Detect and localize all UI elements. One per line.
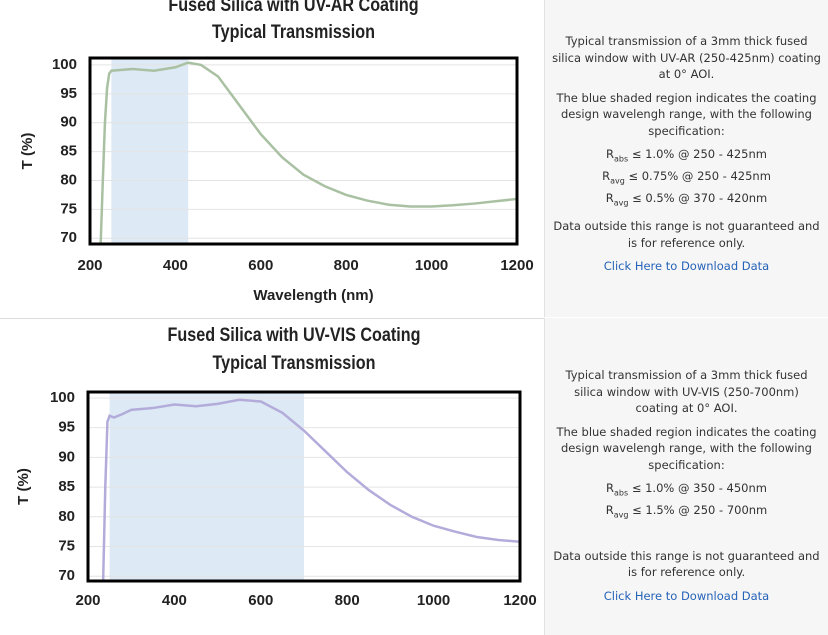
spec-subscript: abs xyxy=(614,488,629,498)
y-tick-label: 100 xyxy=(52,56,77,73)
series-line xyxy=(99,61,518,245)
y-tick-label: 70 xyxy=(58,567,75,584)
spec-line: Ravg ≤ 1.5% @ 250 - 700nm xyxy=(551,502,822,524)
spec-symbol: R xyxy=(602,168,611,183)
y-axis-label: T (%) xyxy=(19,133,36,170)
x-tick-label: 400 xyxy=(163,257,188,274)
chart-subtitle: Typical Transmission xyxy=(212,21,375,43)
y-tick-label: 85 xyxy=(60,143,77,160)
x-tick-label: 1000 xyxy=(415,257,448,274)
shaded-region xyxy=(109,392,304,581)
spec-text: ≤ 1.0% @ 350 - 450nm xyxy=(631,481,767,495)
download-link[interactable]: Click Here to Download Data xyxy=(603,259,770,274)
chart-subtitle: Typical Transmission xyxy=(213,352,376,374)
x-tick-label: 1200 xyxy=(503,592,536,609)
spec-text: ≤ 0.5% @ 370 - 420nm xyxy=(632,190,768,205)
charts: Fused Silica with UV-AR Coating Typical T… xyxy=(0,0,544,609)
x-tick-label: 800 xyxy=(335,592,360,609)
description: Typical transmission of a 3mm thick fuse… xyxy=(552,34,821,81)
description: Typical transmission of a 3mm thick fuse… xyxy=(565,368,808,415)
spec-subscript: avg xyxy=(613,197,629,207)
x-tick-label: 200 xyxy=(77,257,102,274)
y-axis-label: T (%) xyxy=(15,468,32,505)
spec-subscript: abs xyxy=(614,154,629,164)
plot-frame xyxy=(88,56,519,246)
spec-line: Rabs ≤ 1.0% @ 250 - 425nm xyxy=(551,146,822,168)
x-axis-label: Wavelength (nm) xyxy=(253,287,373,304)
shading-note: The blue shaded region indicates the coa… xyxy=(556,424,817,472)
y-tick-label: 100 xyxy=(50,389,75,406)
spec-line: Ravg ≤ 0.75% @ 250 - 425nm xyxy=(551,168,822,190)
y-tick-label: 80 xyxy=(58,508,75,525)
chart-title: Fused Silica with UV-AR Coating xyxy=(168,0,418,15)
series-line xyxy=(101,398,521,583)
y-tick-label: 75 xyxy=(60,200,77,217)
y-tick-label: 80 xyxy=(60,171,77,188)
chart-title: Fused Silica with UV-VIS Coating xyxy=(168,324,421,346)
shading-note: The blue shaded region indicates the coa… xyxy=(556,90,817,138)
link-row: Click Here to Download Data xyxy=(551,588,822,605)
spec-symbol: R xyxy=(605,190,614,205)
disclaimer: Data outside this range is not guarantee… xyxy=(553,219,820,250)
spec-line: Rabs ≤ 1.0% @ 350 - 450nm xyxy=(551,480,822,502)
shaded-region xyxy=(111,58,189,244)
info-panel: Typical transmission of a 3mm thick fuse… xyxy=(544,0,828,317)
x-tick-label: 400 xyxy=(162,592,187,609)
plot-frame xyxy=(86,390,522,583)
y-tick-label: 95 xyxy=(60,85,77,102)
y-tick-label: 85 xyxy=(58,478,75,495)
spec-line: Ravg ≤ 0.5% @ 370 - 420nm xyxy=(551,190,822,212)
x-tick-label: 1200 xyxy=(500,257,533,274)
spec-subscript: avg xyxy=(610,176,625,186)
x-tick-label: 800 xyxy=(334,257,359,274)
spec-subscript: avg xyxy=(613,510,629,520)
spec-symbol: R xyxy=(606,481,614,495)
spec-symbol: R xyxy=(605,502,614,517)
x-tick-label: 600 xyxy=(248,257,273,274)
spec-text: ≤ 1.5% @ 250 - 700nm xyxy=(632,502,768,517)
info-panel: Typical transmission of a 3mm thick fuse… xyxy=(544,318,828,635)
link-row: Click Here to Download Data xyxy=(551,258,822,275)
y-tick-label: 70 xyxy=(60,229,77,246)
disclaimer: Data outside this range is not guarantee… xyxy=(553,548,820,580)
y-tick-label: 75 xyxy=(58,537,75,554)
y-tick-label: 90 xyxy=(58,448,75,465)
spec-text: ≤ 0.75% @ 250 - 425nm xyxy=(628,168,771,183)
download-link[interactable]: Click Here to Download Data xyxy=(603,588,770,603)
spec-text: ≤ 1.0% @ 250 - 425nm xyxy=(631,147,767,161)
spec-symbol: R xyxy=(606,147,614,161)
x-tick-label: 200 xyxy=(75,592,100,609)
y-tick-label: 95 xyxy=(58,419,75,436)
x-tick-label: 600 xyxy=(248,592,273,609)
x-tick-label: 1000 xyxy=(417,592,450,609)
y-tick-label: 90 xyxy=(60,114,77,131)
